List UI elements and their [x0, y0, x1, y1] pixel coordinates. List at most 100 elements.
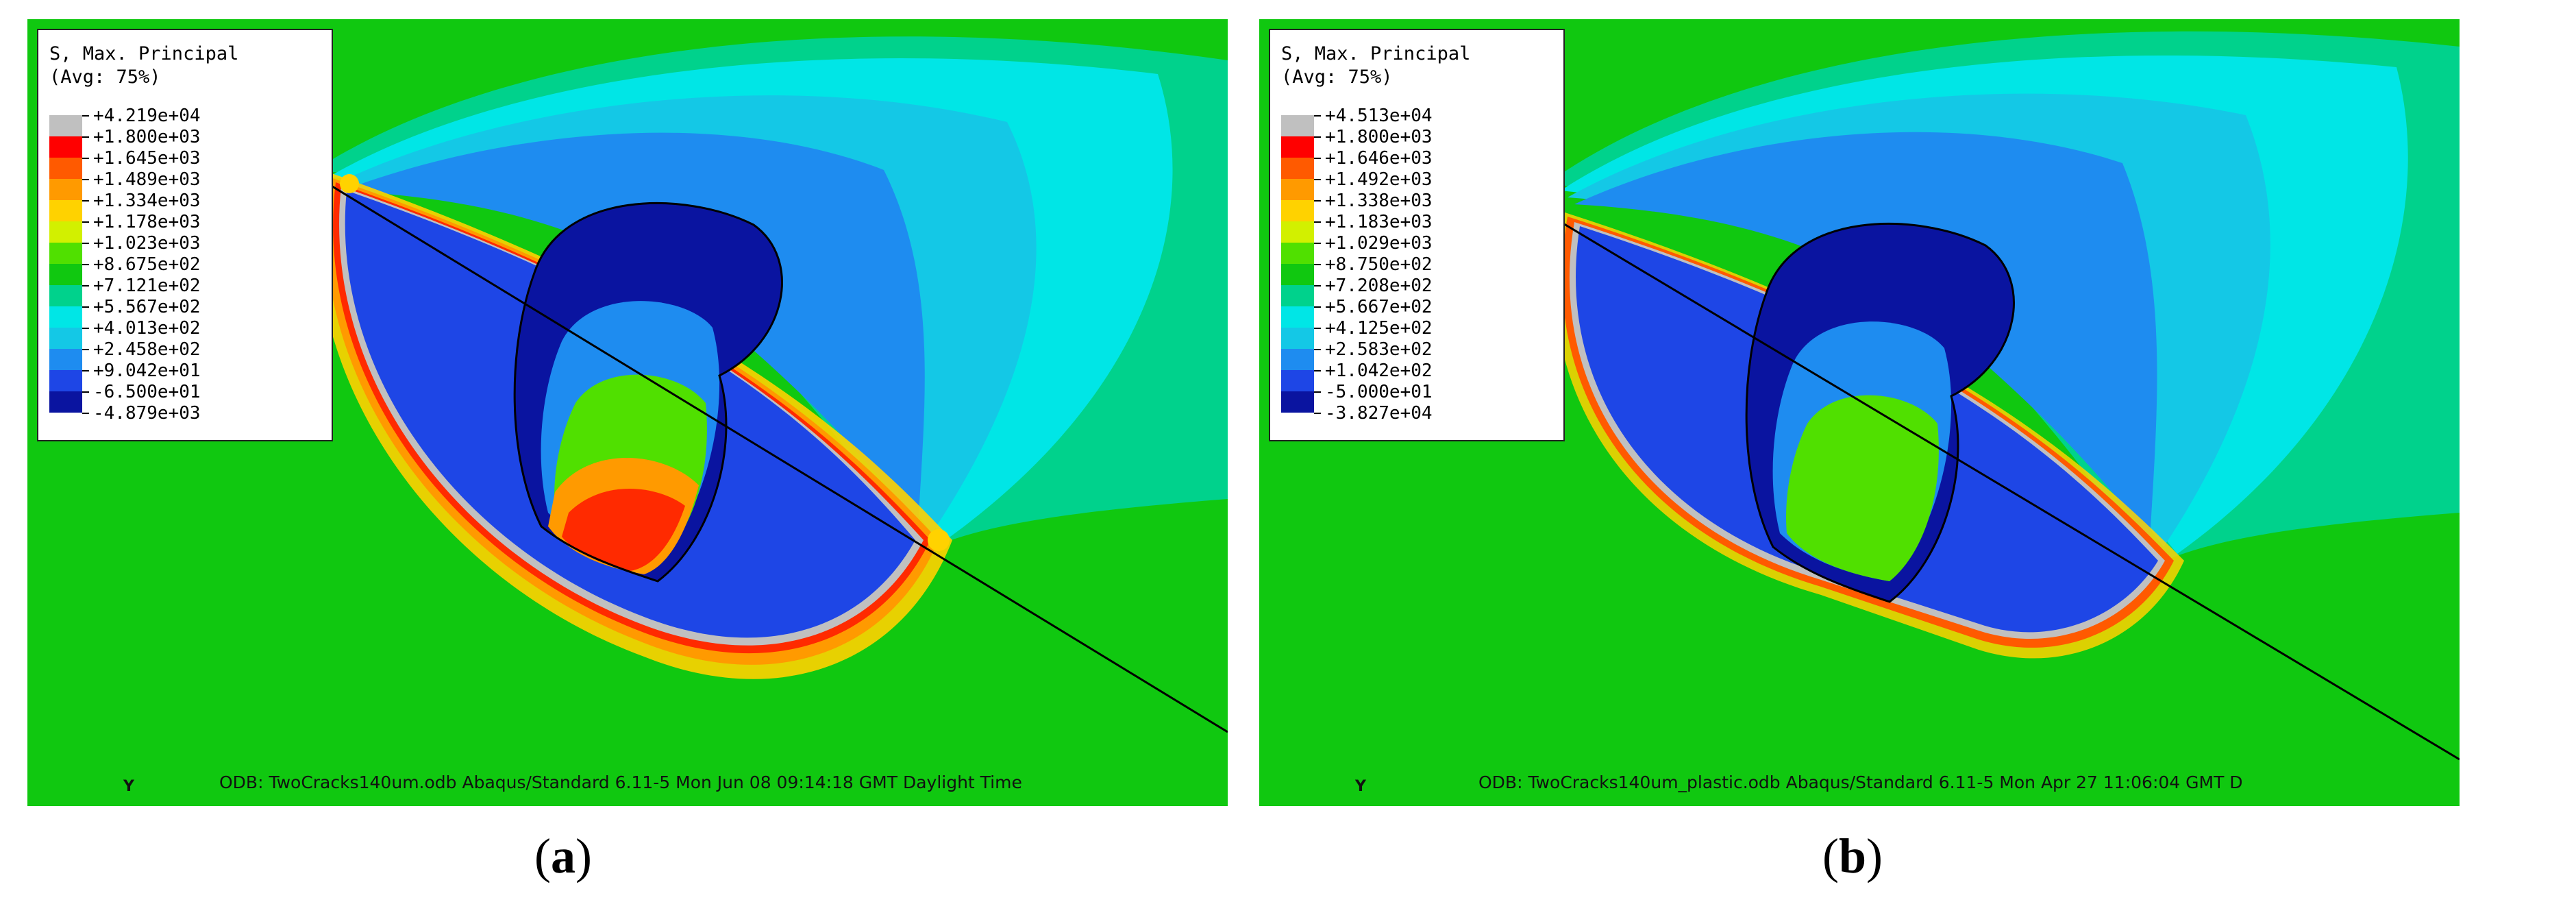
legend-value: +1.646e+03	[1325, 148, 1433, 169]
legend-tick	[82, 179, 89, 180]
legend-swatch	[49, 136, 82, 158]
legend-value: +1.492e+03	[1325, 169, 1433, 190]
legend-swatch	[49, 221, 82, 243]
legend-swatch	[1281, 349, 1314, 370]
legend-swatch	[1281, 285, 1314, 306]
legend-value: +2.458e+02	[93, 339, 201, 360]
legend-value: -6.500e+01	[93, 382, 201, 402]
legend-value: +8.750e+02	[1325, 254, 1433, 275]
caption-letter: b	[1838, 829, 1867, 883]
contour-legend: S, Max. Principal (Avg: 75%) +4.513e+04 +…	[1269, 29, 1565, 441]
legend-swatch	[1281, 200, 1314, 221]
legend-value: +4.219e+04	[93, 106, 201, 126]
legend-tick	[1314, 136, 1321, 138]
axis-triad-label: Y	[123, 778, 134, 795]
legend-value: +1.178e+03	[93, 212, 201, 232]
legend-swatch	[1281, 391, 1314, 413]
legend-tick	[82, 328, 89, 329]
legend-swatch	[49, 243, 82, 264]
legend-value: +1.645e+03	[93, 148, 201, 169]
legend-tick	[1314, 221, 1321, 223]
legend-value: +1.800e+03	[93, 127, 201, 147]
legend-value: +1.800e+03	[1325, 127, 1433, 147]
legend-swatch	[49, 285, 82, 306]
legend-value: +1.334e+03	[93, 191, 201, 211]
legend-swatch	[1281, 328, 1314, 349]
legend-value: +4.013e+02	[93, 318, 201, 339]
legend-tick	[1314, 179, 1321, 180]
legend-swatch	[1281, 243, 1314, 264]
legend-swatch	[1281, 179, 1314, 200]
legend-title: S, Max. Principal	[49, 43, 239, 64]
legend-value: +2.583e+02	[1325, 339, 1433, 360]
caption-letter: a	[550, 829, 575, 883]
caption-b: (b)	[1822, 828, 1883, 885]
legend-tick	[82, 370, 89, 371]
legend-value: +1.183e+03	[1325, 212, 1433, 232]
legend-tick	[1314, 349, 1321, 350]
legend-value: +4.125e+02	[1325, 318, 1433, 339]
legend-swatch	[49, 349, 82, 370]
legend-value: -5.000e+01	[1325, 382, 1433, 402]
legend-tick	[1314, 328, 1321, 329]
contour-legend: S, Max. Principal (Avg: 75%) +4.219e+04 +…	[37, 29, 333, 441]
legend-swatch	[49, 264, 82, 285]
legend-tick	[1314, 264, 1321, 265]
legend-value: +5.667e+02	[1325, 297, 1433, 317]
legend-swatch	[49, 306, 82, 328]
legend-value: +1.023e+03	[93, 233, 201, 254]
legend-swatch	[1281, 136, 1314, 158]
legend-value: +5.567e+02	[93, 297, 201, 317]
legend-tick	[82, 285, 89, 287]
legend-tick	[1314, 285, 1321, 287]
legend-swatch	[1281, 264, 1314, 285]
legend-value: -3.827e+04	[1325, 403, 1433, 424]
legend-value: +9.042e+01	[93, 361, 201, 381]
legend-value: -4.879e+03	[93, 403, 201, 424]
legend-tick	[1314, 243, 1321, 244]
legend-title: S, Max. Principal	[1281, 43, 1471, 64]
legend-value: +4.513e+04	[1325, 106, 1433, 126]
legend-tick	[82, 136, 89, 138]
legend-tick	[82, 349, 89, 350]
legend-tick	[1314, 306, 1321, 308]
caption-paren-close: )	[1866, 829, 1883, 883]
legend-subtitle: (Avg: 75%)	[49, 66, 161, 88]
legend-tick	[82, 264, 89, 265]
legend-tick	[1314, 158, 1321, 159]
legend-value: +1.338e+03	[1325, 191, 1433, 211]
legend-swatch	[1281, 158, 1314, 179]
legend-tick	[82, 115, 89, 117]
legend-tick	[1314, 391, 1321, 393]
legend-swatch	[1281, 306, 1314, 328]
caption-a: (a)	[534, 828, 592, 885]
legend-swatch	[49, 370, 82, 391]
contour-plot-b: S, Max. Principal (Avg: 75%) +4.513e+04 +…	[1259, 19, 2460, 806]
legend-swatch	[49, 158, 82, 179]
legend-value: +8.675e+02	[93, 254, 201, 275]
axis-triad-label: Y	[1355, 778, 1366, 795]
legend-tick	[82, 413, 89, 414]
legend-swatch	[1281, 115, 1314, 136]
legend-tick	[82, 158, 89, 159]
legend-tick	[1314, 370, 1321, 371]
stress-field-a	[27, 19, 1228, 806]
legend-swatch	[49, 179, 82, 200]
legend-tick	[82, 391, 89, 393]
legend-swatch	[49, 200, 82, 221]
caption-paren-open: (	[1822, 829, 1839, 883]
legend-value: +1.029e+03	[1325, 233, 1433, 254]
legend-swatch	[49, 391, 82, 413]
legend-tick	[82, 221, 89, 223]
contour-plot-a: S, Max. Principal (Avg: 75%) +4.219e+04 +…	[27, 19, 1228, 806]
legend-value: +7.208e+02	[1325, 276, 1433, 296]
legend-swatch	[49, 328, 82, 349]
legend-value: +1.489e+03	[93, 169, 201, 190]
odb-footer: ODB: TwoCracks140um.odb Abaqus/Standard …	[219, 772, 1022, 792]
caption-paren-open: (	[534, 829, 551, 883]
legend-tick	[82, 243, 89, 244]
caption-paren-close: )	[575, 829, 592, 883]
odb-footer: ODB: TwoCracks140um_plastic.odb Abaqus/S…	[1478, 772, 2243, 792]
legend-tick	[82, 306, 89, 308]
legend-tick	[82, 200, 89, 202]
